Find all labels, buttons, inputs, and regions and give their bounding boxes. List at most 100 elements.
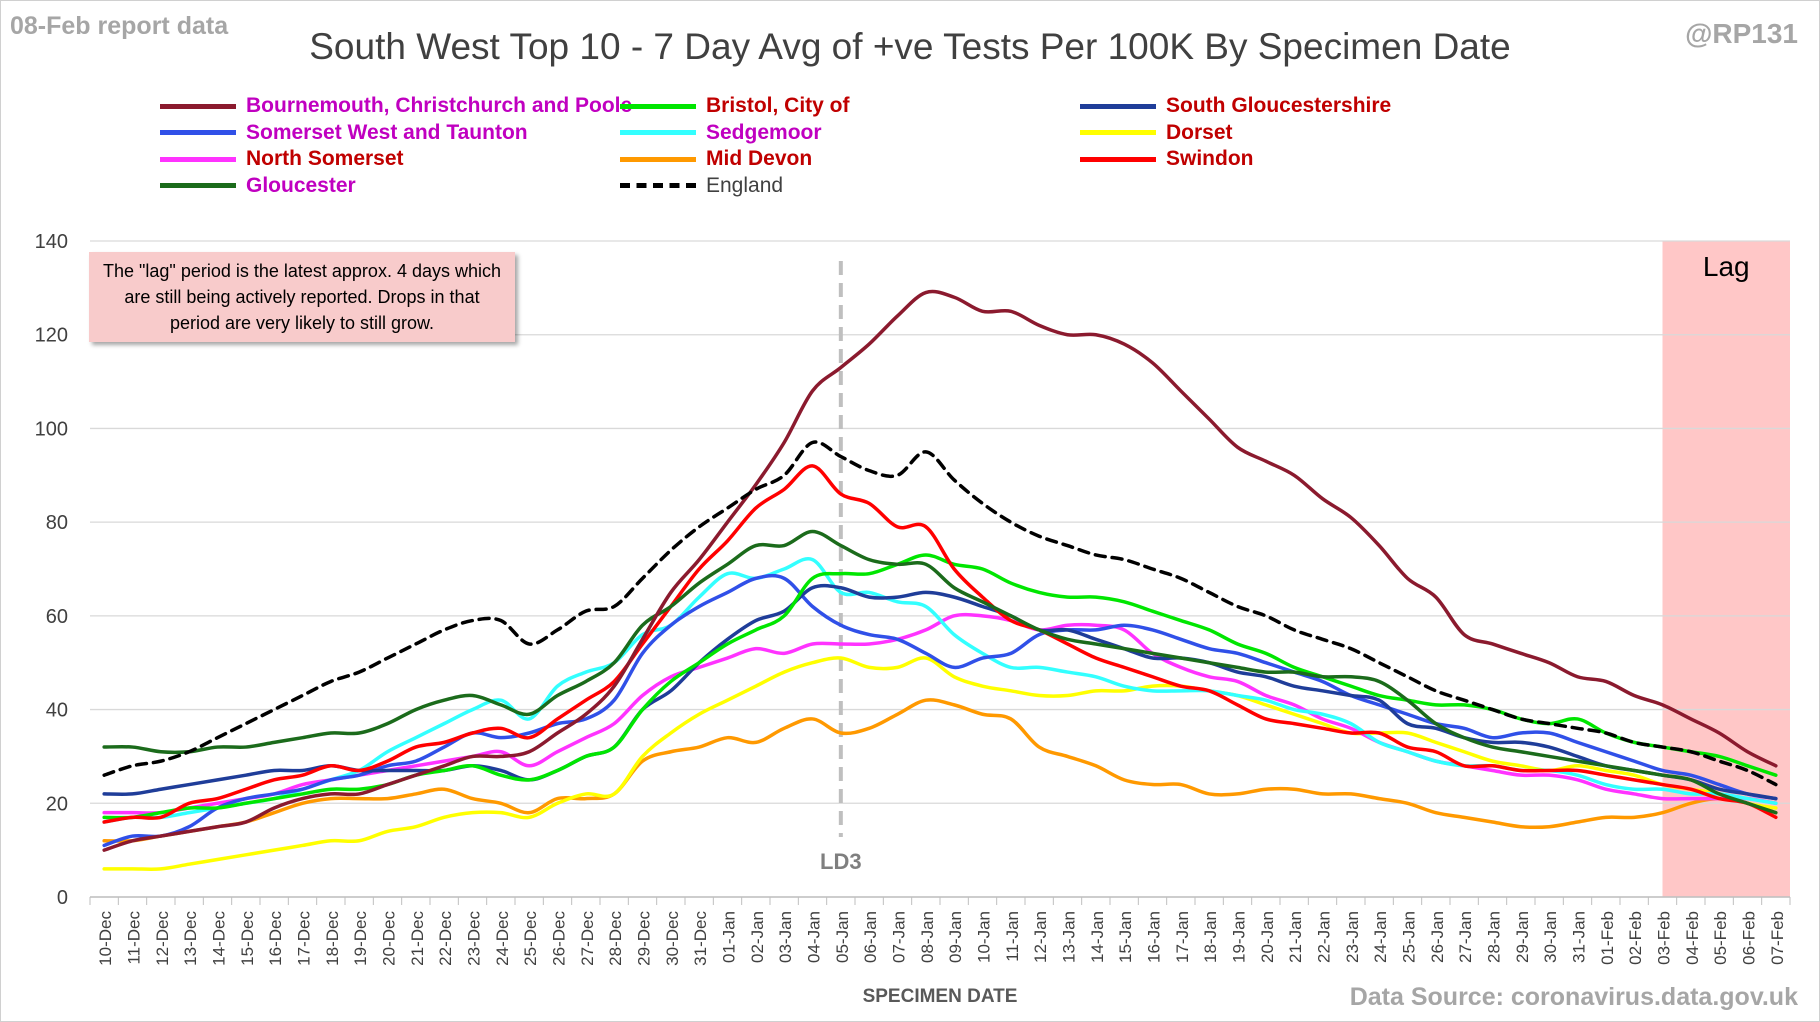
legend-swatch	[620, 183, 696, 188]
x-tick-label: 16-Dec	[266, 911, 285, 966]
x-tick-label: 17-Jan	[1173, 911, 1192, 963]
legend-swatch	[160, 183, 236, 188]
legend-label: England	[706, 173, 784, 197]
x-tick-label: 14-Jan	[1088, 911, 1107, 963]
legend-item-north-somerset: North Somerset	[160, 145, 404, 173]
x-tick-label: 21-Dec	[408, 911, 427, 966]
x-tick-label: 03-Jan	[776, 911, 795, 963]
legend-swatch	[160, 103, 236, 109]
x-tick-label: 25-Dec	[521, 911, 540, 966]
legend-item-somerset-west-and-taunton: Somerset West and Taunton	[160, 119, 528, 147]
legend-item-mid-devon: Mid Devon	[620, 145, 812, 173]
y-tick-label: 20	[46, 793, 68, 815]
x-tick-label: 23-Jan	[1343, 911, 1362, 963]
x-tick-label: 07-Jan	[890, 911, 909, 963]
series-line-south-gloucestershire	[102, 583, 1778, 801]
legend-label: Bristol, City of	[706, 94, 850, 117]
legend-label: Mid Devon	[706, 147, 813, 170]
x-tick-label: 12-Dec	[153, 911, 172, 966]
legend-item-england: England	[620, 172, 783, 200]
legend-item-bristol-city-of: Bristol, City of	[620, 92, 850, 120]
x-tick-label: 20-Dec	[380, 911, 399, 966]
x-tick-label: 10-Dec	[96, 911, 115, 966]
y-tick-label: 0	[57, 887, 68, 909]
x-tick-label: 05-Feb	[1711, 911, 1730, 965]
legend-label: Sedgemoor	[706, 120, 822, 144]
legend-label: North Somerset	[246, 147, 404, 170]
data-source: Data Source: coronavirus.data.gov.uk	[1349, 983, 1798, 1011]
x-tick-label: 02-Feb	[1626, 911, 1645, 965]
x-tick-label: 30-Dec	[663, 911, 682, 966]
y-tick-label: 40	[46, 700, 68, 722]
x-tick-label: 20-Jan	[1258, 911, 1277, 963]
series-line-swindon	[102, 464, 1778, 824]
series-line-england	[102, 440, 1778, 787]
x-tick-label: 29-Jan	[1513, 911, 1532, 963]
x-tick-label: 01-Feb	[1598, 911, 1617, 965]
legend-swatch	[620, 156, 696, 162]
x-tick-label: 22-Jan	[1315, 911, 1334, 963]
series-line-dorset	[102, 656, 1778, 871]
legend-label: Bournemouth, Christchurch and Poole	[246, 94, 633, 117]
x-tick-label: 15-Jan	[1116, 911, 1135, 963]
legend-label: Gloucester	[246, 173, 356, 197]
legend-label: Swindon	[1166, 147, 1254, 170]
ld3-label: LD3	[820, 849, 862, 874]
legend-swatch	[1080, 103, 1156, 109]
x-tick-label: 04-Feb	[1683, 911, 1702, 965]
x-tick-label: 01-Jan	[720, 911, 739, 963]
x-axis-label: SPECIMEN DATE	[863, 986, 1018, 1007]
y-tick-label: 60	[46, 606, 68, 628]
x-tick-label: 27-Dec	[578, 911, 597, 966]
series-line-north-somerset	[102, 612, 1778, 815]
x-tick-label: 16-Jan	[1145, 911, 1164, 963]
lag-label: Lag	[1703, 251, 1750, 282]
legend-swatch	[160, 130, 236, 135]
legend-swatch	[160, 156, 236, 162]
series-line-mid-devon	[102, 698, 1778, 843]
y-tick-label: 100	[35, 418, 68, 440]
legend-item-bournemouth-christchurch-and-poole: Bournemouth, Christchurch and Poole	[160, 92, 632, 120]
y-tick-label: 140	[35, 231, 68, 253]
x-tick-label: 17-Dec	[295, 911, 314, 966]
x-tick-label: 12-Jan	[1031, 911, 1050, 963]
x-tick-label: 03-Feb	[1655, 911, 1674, 965]
x-tick-label: 23-Dec	[465, 911, 484, 966]
x-tick-label: 21-Jan	[1286, 911, 1305, 963]
x-tick-label: 19-Dec	[351, 911, 370, 966]
x-tick-label: 05-Jan	[833, 911, 852, 963]
x-tick-label: 29-Dec	[635, 911, 654, 966]
chart-title: South West Top 10 - 7 Day Avg of +ve Tes…	[309, 26, 1511, 67]
legend-label: Dorset	[1166, 120, 1233, 144]
x-tick-label: 07-Feb	[1768, 911, 1787, 965]
lag-note: The "lag" period is the latest approx. 4…	[89, 252, 515, 342]
report-date-note: 08-Feb report data	[10, 12, 229, 40]
legend-item-sedgemoor: Sedgemoor	[620, 119, 822, 147]
y-tick-label: 80	[46, 512, 68, 534]
legend-swatch	[620, 130, 696, 135]
legend-item-swindon: Swindon	[1080, 145, 1254, 173]
x-tick-label: 24-Jan	[1371, 911, 1390, 963]
legend-swatch	[1080, 130, 1156, 135]
legend-swatch	[620, 103, 696, 109]
x-tick-label: 14-Dec	[210, 911, 229, 966]
y-tick-label: 120	[35, 325, 68, 347]
series-line-bournemouth-christchurch-and-poole	[102, 289, 1778, 852]
x-tick-label: 27-Jan	[1456, 911, 1475, 963]
x-tick-label: 30-Jan	[1541, 911, 1560, 963]
x-tick-label: 31-Jan	[1570, 911, 1589, 963]
x-tick-label: 25-Jan	[1400, 911, 1419, 963]
x-tick-label: 06-Jan	[861, 911, 880, 963]
x-tick-label: 10-Jan	[975, 911, 994, 963]
legend-item-gloucester: Gloucester	[160, 172, 356, 200]
x-tick-label: 11-Dec	[125, 911, 144, 965]
x-tick-label: 18-Jan	[1201, 911, 1220, 963]
x-tick-label: 18-Dec	[323, 911, 342, 966]
legend: Bournemouth, Christchurch and Poole Brist…	[160, 92, 1560, 216]
series-line-gloucester	[102, 529, 1778, 815]
x-tick-label: 04-Jan	[805, 911, 824, 963]
legend-label: South Gloucestershire	[1166, 94, 1392, 117]
series-line-sedgemoor	[102, 557, 1778, 824]
x-tick-label: 09-Jan	[946, 911, 965, 963]
x-tick-label: 28-Jan	[1485, 911, 1504, 963]
